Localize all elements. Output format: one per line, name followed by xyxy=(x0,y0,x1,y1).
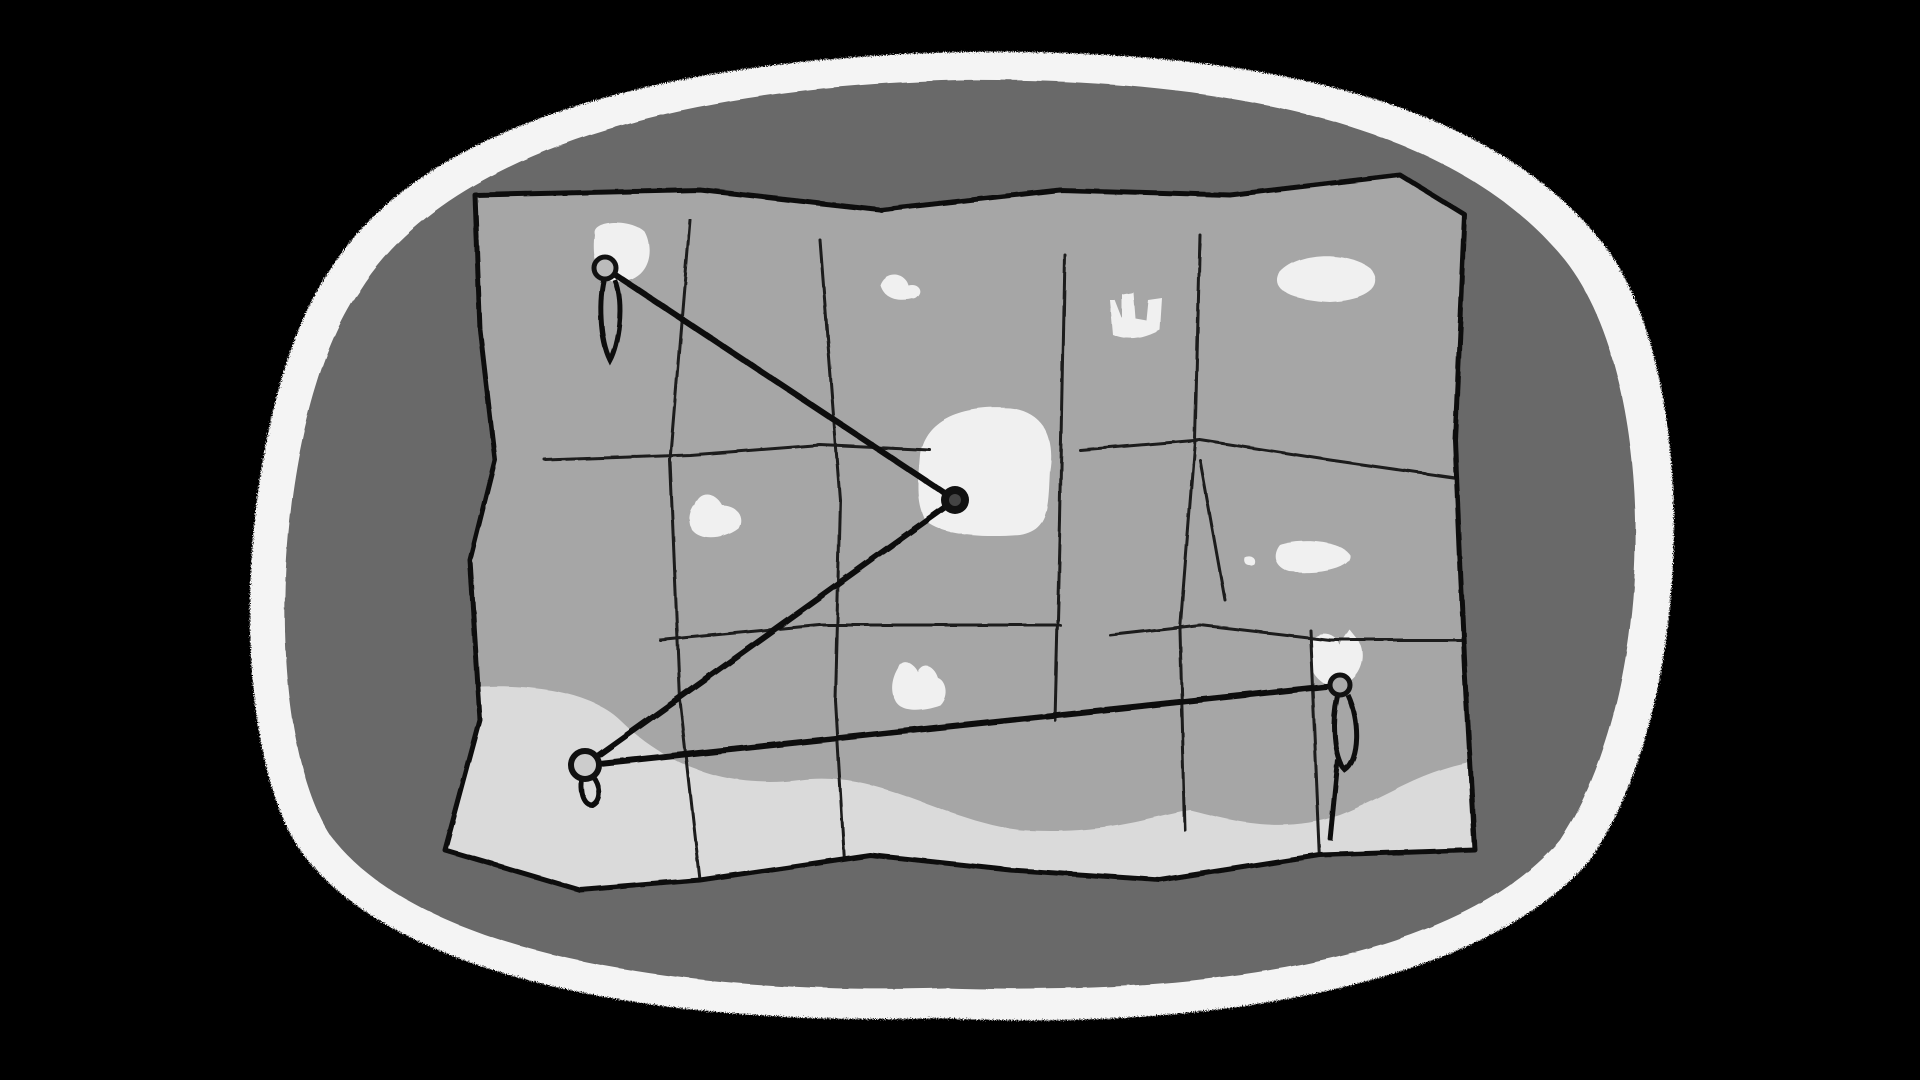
route-segment-2 xyxy=(582,497,958,768)
route-pins xyxy=(568,254,1353,782)
map-outline xyxy=(442,172,1478,893)
landmark-right-middle xyxy=(1275,541,1351,573)
landmark-bottom-right xyxy=(1310,630,1363,686)
map-pin-icon xyxy=(1327,672,1353,698)
landmark-center-large xyxy=(917,407,1052,537)
map-pin-icon xyxy=(591,254,619,282)
map-pin-icon xyxy=(568,748,602,782)
folded-map-icon xyxy=(442,172,1478,893)
landmark-dot xyxy=(1244,556,1256,567)
string-loop-bottom-left xyxy=(579,768,602,808)
string-loop-right xyxy=(1327,689,1360,841)
landmark-small-top xyxy=(880,274,920,300)
string-loop-top-left xyxy=(598,274,623,366)
route-string-icon xyxy=(579,265,1360,841)
route-segment-1 xyxy=(602,265,958,503)
map-fold-lines xyxy=(543,218,1472,882)
landmark-top-right xyxy=(1277,255,1376,302)
landmark-bottom-left xyxy=(892,661,946,710)
route-segment-3 xyxy=(582,682,1343,768)
landmark-castle xyxy=(1110,292,1162,339)
map-pin-icon xyxy=(941,486,969,514)
landmark-left-middle xyxy=(689,494,741,538)
